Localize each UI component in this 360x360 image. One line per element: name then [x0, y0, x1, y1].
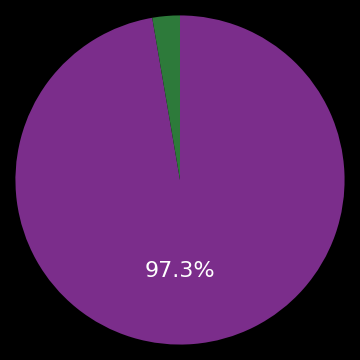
Text: 97.3%: 97.3% — [145, 261, 215, 280]
Wedge shape — [15, 15, 345, 345]
Wedge shape — [152, 15, 180, 180]
